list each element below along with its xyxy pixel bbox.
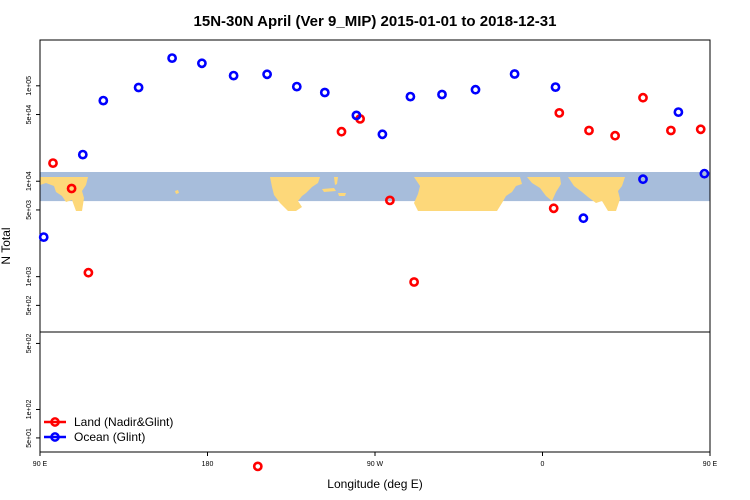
x-tick-label: 180	[202, 461, 214, 468]
x-axis: 90 E 180 90 W 0 90 E	[33, 452, 718, 468]
ocean-point	[133, 82, 144, 93]
y-tick-label: 1e+03	[26, 267, 33, 287]
land-point	[336, 126, 347, 137]
land-point	[409, 277, 419, 287]
land-point	[548, 203, 559, 214]
land-point	[554, 108, 565, 118]
ocean-point	[638, 174, 648, 185]
plot-frame	[39, 39, 711, 453]
y-axis: 1e+05 5e+04 1e+04 5e+03 1e+03 5e+02 5e+02 1e+02…	[26, 76, 40, 448]
land-asia-east	[40, 177, 88, 211]
legend: Land (Nadir&Glint) Ocean (Glint)	[44, 415, 173, 444]
y-tick-label: 1e+05	[26, 76, 33, 96]
y-axis-label: N Total	[0, 227, 13, 264]
land-india	[527, 177, 561, 201]
ocean-point	[405, 91, 416, 102]
y-tick-label: 5e+02	[26, 295, 33, 315]
legend-ocean-marker	[50, 432, 60, 442]
x-tick-label: 0	[541, 461, 545, 468]
ocean-point	[351, 110, 362, 121]
legend-land-label: Land (Nadir&Glint)	[74, 415, 173, 429]
ocean-point	[291, 81, 302, 92]
land-point	[66, 183, 77, 194]
ocean-point	[470, 84, 481, 95]
x-tick-label: 90 W	[367, 461, 384, 468]
land-point	[666, 125, 676, 136]
data-points	[38, 53, 710, 472]
x-tick-label: 90 E	[703, 461, 718, 468]
map-band	[40, 172, 710, 211]
y-tick-label: 5e+03	[26, 200, 33, 220]
ocean-point	[319, 87, 330, 98]
ocean-point	[77, 149, 88, 160]
ocean-point	[228, 70, 239, 81]
y-tick-label: 1e+04	[26, 171, 33, 191]
x-tick-label: 90 E	[33, 461, 48, 468]
land-hawaii	[175, 190, 179, 194]
land-asia-east-repeat	[568, 177, 625, 211]
ocean-point	[196, 58, 207, 69]
ocean-point	[673, 107, 684, 117]
ocean-point	[377, 129, 388, 140]
land-hispaniola	[338, 193, 346, 196]
ocean-point	[578, 213, 589, 224]
ocean-point	[262, 69, 272, 80]
land-point	[584, 125, 594, 136]
land-cuba	[322, 188, 336, 192]
x-axis-label: Longitude (deg E)	[327, 477, 422, 491]
ocean-point	[98, 95, 109, 106]
map-land	[40, 177, 625, 211]
y-tick-label: 5e+01	[26, 428, 33, 448]
land-point	[695, 124, 706, 135]
ocean-point	[437, 89, 447, 100]
ocean-point	[167, 53, 177, 63]
land-point	[48, 158, 58, 168]
land-point	[610, 130, 620, 141]
land-point	[83, 267, 94, 278]
ocean-point	[550, 82, 561, 92]
land-point	[252, 461, 263, 472]
ocean-point	[699, 168, 710, 179]
land-africa-arabia	[414, 177, 522, 211]
land-point	[638, 92, 648, 103]
land-florida	[334, 177, 338, 185]
land-point	[384, 195, 395, 206]
y-tick-label: 5e+02	[26, 334, 33, 354]
y-tick-label: 5e+04	[26, 105, 33, 125]
y-tick-label: 1e+02	[26, 400, 33, 420]
chart-title: 15N-30N April (Ver 9_MIP) 2015-01-01 to …	[194, 13, 557, 30]
legend-land-marker	[50, 417, 60, 427]
land-mexico	[270, 177, 320, 211]
ocean-point	[38, 232, 49, 242]
legend-ocean-label: Ocean (Glint)	[74, 430, 145, 444]
ocean-point	[509, 69, 520, 79]
